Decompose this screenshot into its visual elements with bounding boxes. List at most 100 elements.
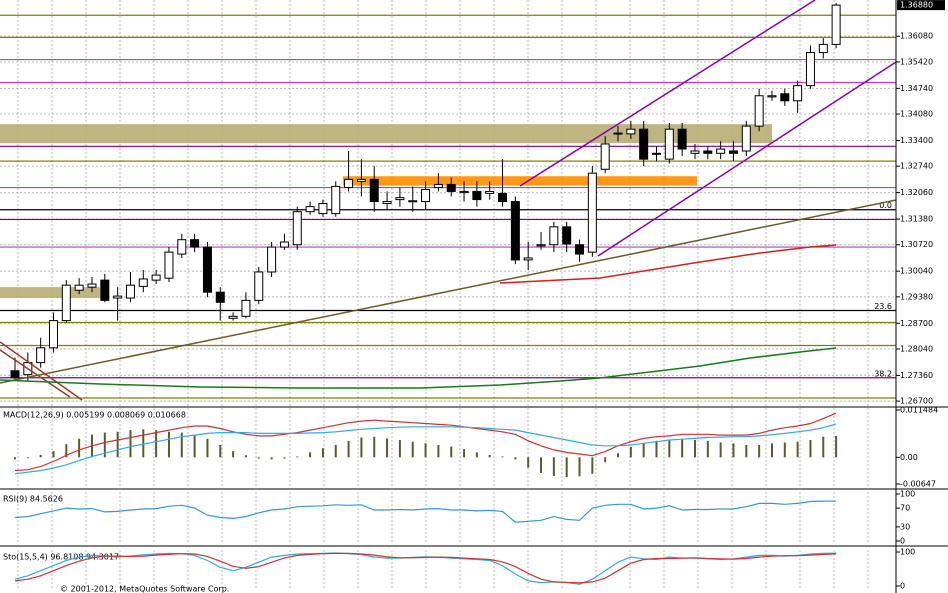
candle-body xyxy=(793,85,803,102)
level-label: 38.2 xyxy=(874,369,892,378)
candle-body xyxy=(446,183,456,192)
candle-body xyxy=(639,128,649,160)
trend-line xyxy=(0,341,83,401)
candle-body xyxy=(562,226,572,245)
histogram-bar xyxy=(617,453,620,458)
candle-body xyxy=(485,190,495,194)
candle-body xyxy=(523,257,533,261)
y-tick-label: 1.29380 xyxy=(900,292,933,301)
candle-body xyxy=(254,271,264,301)
y-tick-label: 1.33400 xyxy=(900,136,933,145)
histogram-bar xyxy=(463,449,466,458)
histogram-bar xyxy=(257,457,260,459)
histogram-bar xyxy=(270,457,273,460)
indicator-line xyxy=(14,412,837,472)
candle-body xyxy=(382,201,392,205)
candle-body xyxy=(728,150,738,154)
indicator-title: Sto(15,5,4) 96.8108 94.3017 xyxy=(3,553,119,562)
histogram-bar xyxy=(488,454,491,458)
histogram-bar xyxy=(540,457,543,473)
zone xyxy=(0,124,772,144)
histogram-bar xyxy=(578,457,581,477)
histogram-bar xyxy=(129,430,132,458)
histogram-bar xyxy=(770,443,773,458)
last-price-box xyxy=(897,0,945,11)
candle-body xyxy=(151,274,161,281)
candle-body xyxy=(818,43,828,54)
y-tick-label: 0.011484 xyxy=(900,406,938,415)
candle-body xyxy=(74,284,84,291)
histogram-bar xyxy=(706,440,709,458)
indicator-line xyxy=(14,500,837,523)
candle-body xyxy=(780,93,790,102)
candle-body xyxy=(177,239,187,255)
candle-body xyxy=(241,299,251,317)
candle-body xyxy=(48,320,58,349)
candle-body xyxy=(215,291,225,303)
y-tick-label: 100 xyxy=(900,548,915,557)
histogram-bar xyxy=(732,443,735,458)
candle-body xyxy=(805,52,815,87)
candle-body xyxy=(626,128,636,135)
y-tick-label: 1.27360 xyxy=(900,371,933,380)
histogram-bar xyxy=(796,441,799,458)
candle-body xyxy=(408,200,418,203)
candle-body xyxy=(279,241,289,248)
moving-average xyxy=(499,244,837,284)
histogram-bar xyxy=(360,437,363,458)
drawings xyxy=(0,0,896,401)
y-tick-label: 1.31380 xyxy=(900,215,933,224)
histogram-bar xyxy=(642,442,645,458)
candle-body xyxy=(472,190,482,201)
candle-body xyxy=(664,128,674,160)
candle-body xyxy=(421,188,431,203)
y-tick-label: 1.26700 xyxy=(900,397,933,406)
zone xyxy=(0,287,100,299)
histogram-bar xyxy=(604,457,607,463)
trend-line xyxy=(0,199,896,384)
candle-body xyxy=(61,284,71,322)
histogram-bar xyxy=(514,457,517,460)
y-tick-label: 1.30720 xyxy=(900,240,933,249)
moving-average xyxy=(0,347,837,389)
candle-body xyxy=(331,185,341,215)
candle-body xyxy=(292,211,302,246)
histogram-bar xyxy=(450,446,453,458)
y-tick-label: 70 xyxy=(900,504,910,513)
histogram-bar xyxy=(65,444,68,458)
histogram-bar xyxy=(719,442,722,458)
indicator-line xyxy=(14,423,837,475)
level-label: 23.6 xyxy=(874,302,892,311)
indicator-line xyxy=(14,552,837,584)
y-tick-label: 1.34740 xyxy=(900,84,933,93)
histogram-bar xyxy=(244,455,247,458)
candle-body xyxy=(305,206,315,213)
histogram-bar xyxy=(398,440,401,458)
histogram-bar xyxy=(142,429,145,458)
histogram-bar xyxy=(835,435,838,458)
histogram-bar xyxy=(373,436,376,458)
channel-line xyxy=(597,61,896,257)
histogram-bar xyxy=(386,438,389,458)
candle-body xyxy=(536,244,546,247)
histogram-bar xyxy=(681,439,684,458)
histogram-bar xyxy=(668,440,671,458)
candle-body xyxy=(190,239,200,248)
histogram-bar xyxy=(347,440,350,458)
candle-body xyxy=(741,125,751,152)
candle-body xyxy=(459,190,469,194)
y-tick-label: -0.00647 xyxy=(900,480,936,489)
y-tick-label: 0 xyxy=(900,537,905,546)
histogram-bar xyxy=(180,432,183,458)
candle-body xyxy=(498,192,508,203)
histogram-bar xyxy=(655,440,658,458)
candle-body xyxy=(433,183,443,189)
candle-body xyxy=(677,128,687,150)
candle-body xyxy=(716,148,726,154)
y-tick-label: 0 xyxy=(900,582,905,591)
histogram-bar xyxy=(693,440,696,458)
indicator-title: RSI(9) 84.5626 xyxy=(3,495,63,504)
candle-body xyxy=(575,244,585,255)
histogram-bar xyxy=(758,444,761,458)
